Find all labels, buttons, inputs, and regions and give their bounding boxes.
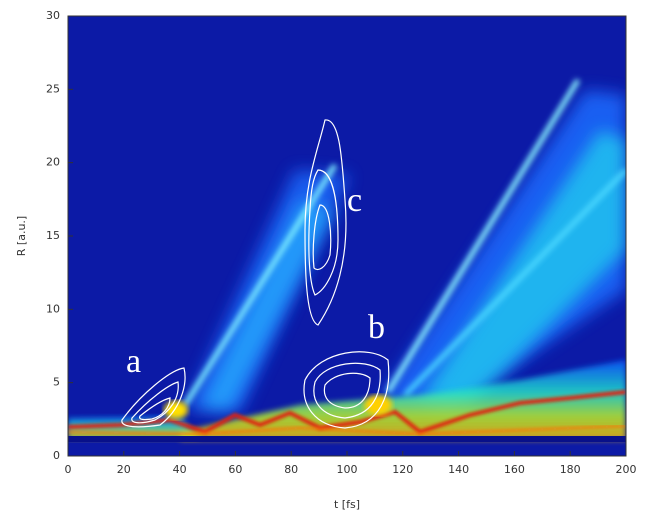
contours (121, 119, 390, 429)
x-tick-label: 80 (284, 463, 298, 476)
x-tick-label: 0 (65, 463, 72, 476)
heatmap (68, 16, 626, 456)
y-tick-label: 5 (53, 376, 60, 389)
x-tick-label: 160 (504, 463, 525, 476)
annotation: b (368, 309, 385, 346)
x-tick-label: 180 (560, 463, 581, 476)
x-axis-label: t [fs] (334, 498, 360, 511)
x-tick-label: 100 (337, 463, 358, 476)
y-tick-label: 0 (53, 449, 60, 462)
x-tick-label: 140 (448, 463, 469, 476)
annotation: a (126, 343, 141, 380)
x-tick-label: 60 (228, 463, 242, 476)
x-tick-label: 20 (117, 463, 131, 476)
x-tick-label: 40 (173, 463, 187, 476)
y-tick-label: 25 (46, 82, 60, 95)
y-tick-label: 15 (46, 229, 60, 242)
annotation: c (347, 182, 362, 219)
x-tick-label: 120 (392, 463, 413, 476)
y-axis-label: R [a.u.] (15, 216, 28, 256)
y-tick-label: 20 (46, 156, 60, 169)
y-tick-label: 10 (46, 302, 60, 315)
x-tick-label: 200 (616, 463, 637, 476)
y-tick-label: 30 (46, 9, 60, 22)
